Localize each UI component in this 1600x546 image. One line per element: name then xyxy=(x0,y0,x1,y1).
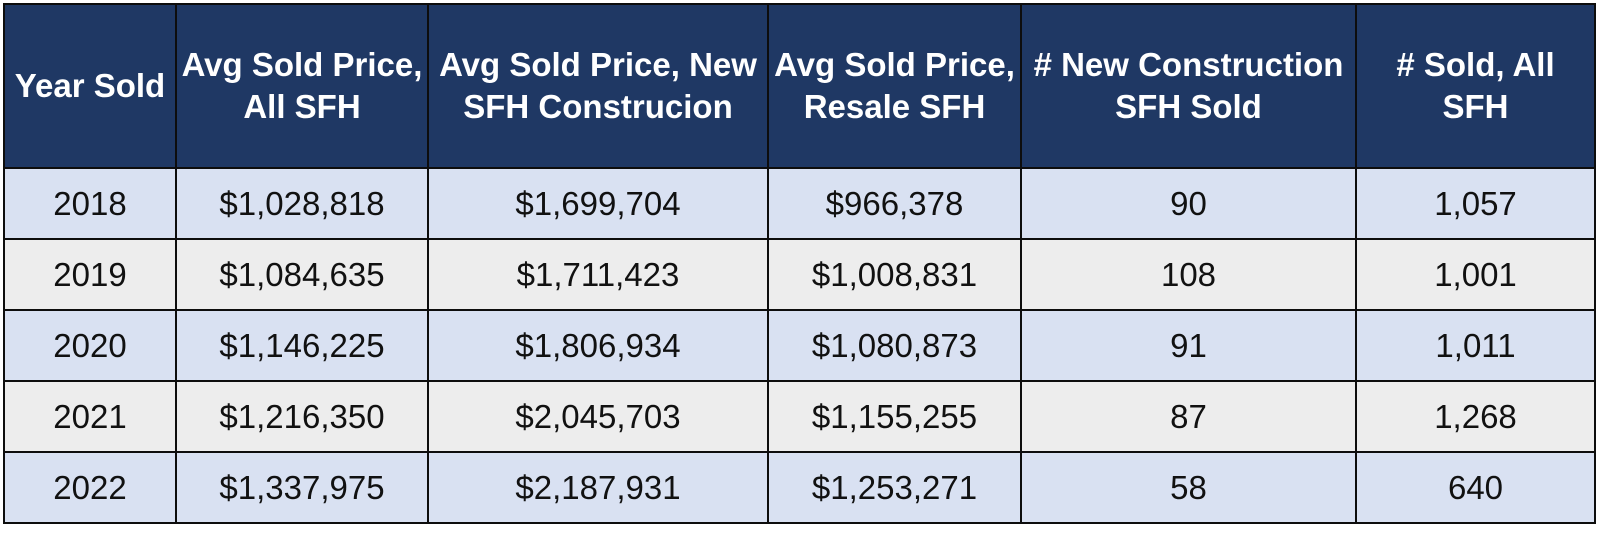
header-line: Year Sold xyxy=(14,67,166,104)
header-avg-price-new: Avg Sold Price, New SFH Construcion xyxy=(427,3,769,169)
header-avg-price-all: Avg Sold Price, All SFH xyxy=(175,3,429,169)
cell-avg-price-new: $2,187,931 xyxy=(427,451,769,524)
cell-avg-price-all: $1,146,225 xyxy=(175,309,429,382)
cell-avg-price-resale: $1,080,873 xyxy=(767,309,1022,382)
cell-avg-price-resale: $966,378 xyxy=(767,167,1022,240)
table-row: 2019 $1,084,635 $1,711,423 $1,008,831 10… xyxy=(3,238,1596,311)
header-sold-all: # Sold, All SFH xyxy=(1355,3,1596,169)
table-row: 2021 $1,216,350 $2,045,703 $1,155,255 87… xyxy=(3,380,1596,453)
cell-sold-all: 640 xyxy=(1355,451,1596,524)
cell-year: 2021 xyxy=(3,380,177,453)
cell-avg-price-resale: $1,008,831 xyxy=(767,238,1022,311)
header-line: Avg Sold Price, New xyxy=(439,46,757,83)
cell-sold-all: 1,057 xyxy=(1355,167,1596,240)
home-sales-table: Year Sold Avg Sold Price, All SFH Avg So… xyxy=(3,3,1596,524)
cell-avg-price-all: $1,028,818 xyxy=(175,167,429,240)
header-row: Year Sold Avg Sold Price, All SFH Avg So… xyxy=(3,3,1596,169)
cell-sold-all: 1,001 xyxy=(1355,238,1596,311)
table-row: 2022 $1,337,975 $2,187,931 $1,253,271 58… xyxy=(3,451,1596,524)
cell-avg-price-new: $1,699,704 xyxy=(427,167,769,240)
cell-year: 2019 xyxy=(3,238,177,311)
cell-new-construction-sold: 90 xyxy=(1020,167,1357,240)
header-line: SFH Construcion xyxy=(463,88,733,125)
header-line: Resale SFH xyxy=(803,88,986,125)
table-header: Year Sold Avg Sold Price, All SFH Avg So… xyxy=(3,3,1596,169)
cell-new-construction-sold: 91 xyxy=(1020,309,1357,382)
cell-year: 2018 xyxy=(3,167,177,240)
header-avg-price-resale: Avg Sold Price, Resale SFH xyxy=(767,3,1022,169)
cell-avg-price-all: $1,337,975 xyxy=(175,451,429,524)
header-line: SFH Sold xyxy=(1115,88,1262,125)
table-row: 2020 $1,146,225 $1,806,934 $1,080,873 91… xyxy=(3,309,1596,382)
header-line: # New Construction xyxy=(1033,46,1344,83)
cell-new-construction-sold: 87 xyxy=(1020,380,1357,453)
cell-avg-price-resale: $1,155,255 xyxy=(767,380,1022,453)
table-body: 2018 $1,028,818 $1,699,704 $966,378 90 1… xyxy=(3,167,1596,524)
header-year-sold: Year Sold xyxy=(3,3,177,169)
header-line: Avg Sold Price, xyxy=(774,46,1015,83)
header-line: # Sold, All xyxy=(1396,46,1555,83)
cell-new-construction-sold: 58 xyxy=(1020,451,1357,524)
cell-avg-price-all: $1,216,350 xyxy=(175,380,429,453)
header-line: All SFH xyxy=(243,88,361,125)
cell-avg-price-new: $2,045,703 xyxy=(427,380,769,453)
cell-sold-all: 1,268 xyxy=(1355,380,1596,453)
cell-avg-price-all: $1,084,635 xyxy=(175,238,429,311)
cell-avg-price-new: $1,711,423 xyxy=(427,238,769,311)
cell-sold-all: 1,011 xyxy=(1355,309,1596,382)
header-line: Avg Sold Price, xyxy=(181,46,423,83)
cell-new-construction-sold: 108 xyxy=(1020,238,1357,311)
header-line: SFH xyxy=(1442,88,1509,125)
cell-avg-price-new: $1,806,934 xyxy=(427,309,769,382)
sales-table-container: Year Sold Avg Sold Price, All SFH Avg So… xyxy=(3,3,1596,524)
cell-year: 2020 xyxy=(3,309,177,382)
table-row: 2018 $1,028,818 $1,699,704 $966,378 90 1… xyxy=(3,167,1596,240)
cell-year: 2022 xyxy=(3,451,177,524)
cell-avg-price-resale: $1,253,271 xyxy=(767,451,1022,524)
header-new-construction-sold: # New Construction SFH Sold xyxy=(1020,3,1357,169)
